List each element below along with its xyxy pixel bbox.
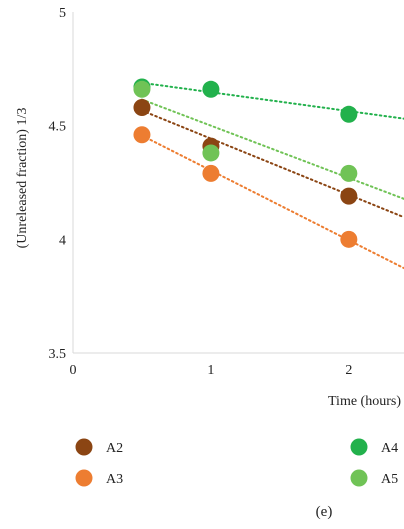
x-tick-label: 1 (207, 363, 214, 378)
legend: A2 A3 A4 A5 (75, 438, 398, 487)
trendline-a5 (140, 98, 404, 200)
y-tick-label: 4 (59, 233, 66, 248)
data-point-a5 (133, 80, 151, 98)
data-point-a4 (202, 80, 220, 98)
plot-area (72, 12, 404, 354)
data-point-a5 (202, 144, 220, 162)
data-point-a2 (133, 98, 151, 116)
data-point-a4 (340, 105, 358, 123)
data-point-a3 (202, 164, 220, 182)
y-tick-label: 5 (59, 6, 66, 21)
legend-marker-a3 (75, 469, 93, 487)
trendline-a2 (140, 109, 404, 219)
legend-marker-a5 (350, 469, 368, 487)
x-axis-title: Time (hours) (328, 394, 401, 409)
data-point-a5 (340, 164, 358, 182)
legend-marker-a2 (75, 438, 93, 456)
data-points (133, 78, 358, 248)
data-point-a3 (133, 126, 151, 144)
panel-label: (e) (316, 504, 333, 520)
trendlines (140, 81, 404, 270)
legend-label-a4: A4 (381, 441, 398, 456)
legend-marker-a4 (350, 438, 368, 456)
data-point-a3 (340, 230, 358, 248)
x-tick-label: 2 (345, 363, 352, 378)
legend-label-a3: A3 (106, 472, 123, 487)
x-tick-label: 0 (70, 363, 77, 378)
trendline-a4 (140, 81, 404, 120)
data-point-a2 (340, 187, 358, 205)
trendline-a3 (140, 134, 404, 270)
legend-label-a2: A2 (106, 441, 123, 456)
y-tick-label: 4.5 (49, 120, 67, 135)
x-tick-labels: 0 1 2 (70, 363, 353, 378)
y-tick-labels: 3.5 4 4.5 5 (49, 6, 67, 362)
y-tick-label: 3.5 (49, 347, 67, 362)
legend-label-a5: A5 (381, 472, 398, 487)
y-axis-title: (Unreleased fraction) 1/3 (15, 108, 30, 249)
